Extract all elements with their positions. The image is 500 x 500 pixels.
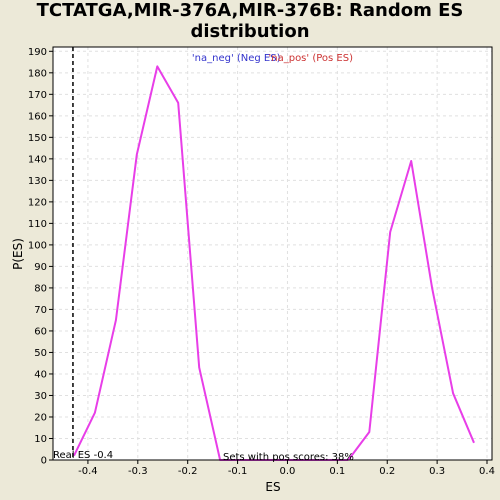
x-tick-label: -0.3	[128, 466, 148, 477]
x-tick-label: 0.2	[379, 466, 395, 477]
x-tick-label: 0.1	[329, 466, 345, 477]
y-tick-label: 180	[28, 68, 47, 79]
pos-scores-annotation: Sets with pos scores: 38%	[223, 452, 354, 463]
x-tick-label: -0.1	[228, 466, 248, 477]
x-axis-ticks: -0.4 -0.3 -0.2 -0.1 0.0 0.1 0.2 0.3 0.4	[78, 460, 495, 477]
legend-item-pos: 'na_pos' (Pos ES)	[269, 53, 354, 64]
x-axis-title: ES	[265, 480, 280, 494]
y-tick-label: 170	[28, 90, 47, 101]
y-tick-label: 60	[34, 326, 47, 337]
y-tick-label: 100	[28, 240, 47, 251]
y-tick-label: 140	[28, 154, 47, 165]
series-layer	[73, 65, 475, 461]
reference-layer: Real ES -0.4	[53, 47, 113, 461]
x-tick-label: 0.4	[479, 466, 495, 477]
y-tick-label: 40	[34, 369, 47, 380]
y-tick-label: 70	[34, 305, 47, 316]
y-tick-label: 90	[34, 262, 47, 273]
y-tick-label: 10	[34, 434, 47, 445]
plot-border	[52, 46, 493, 461]
real-es-label: Real ES -0.4	[53, 450, 113, 461]
x-tick-label: -0.4	[78, 466, 98, 477]
y-axis-ticks: 0 10 20 30 40 50 60 70 80 90 100 110 120 130 140 150 160…	[28, 47, 53, 467]
x-tick-label: -0.2	[178, 466, 198, 477]
x-tick-label: 0.0	[280, 466, 296, 477]
x-tick-label: 0.3	[429, 466, 445, 477]
y-tick-label: 0	[41, 456, 47, 467]
series-line-neg	[73, 65, 349, 461]
chart-title: TCTATGA,MIR-376A,MIR-376B: Random ES dis…	[36, 0, 464, 42]
y-tick-label: 110	[28, 219, 47, 230]
y-tick-label: 30	[34, 391, 47, 402]
y-tick-label: 150	[28, 133, 47, 144]
y-tick-label: 120	[28, 197, 47, 208]
legend-item-neg: 'na_neg' (Neg ES)	[192, 53, 281, 64]
y-tick-label: 50	[34, 348, 47, 359]
series-line-pos	[347, 160, 475, 461]
y-tick-label: 190	[28, 47, 47, 58]
y-tick-label: 80	[34, 283, 47, 294]
legend: 'na_neg' (Neg ES)'na_pos' (Pos ES)	[192, 53, 353, 64]
y-tick-label: 160	[28, 111, 47, 122]
y-tick-label: 130	[28, 176, 47, 187]
y-axis-title: P(ES)	[11, 238, 25, 270]
y-tick-label: 20	[34, 412, 47, 423]
